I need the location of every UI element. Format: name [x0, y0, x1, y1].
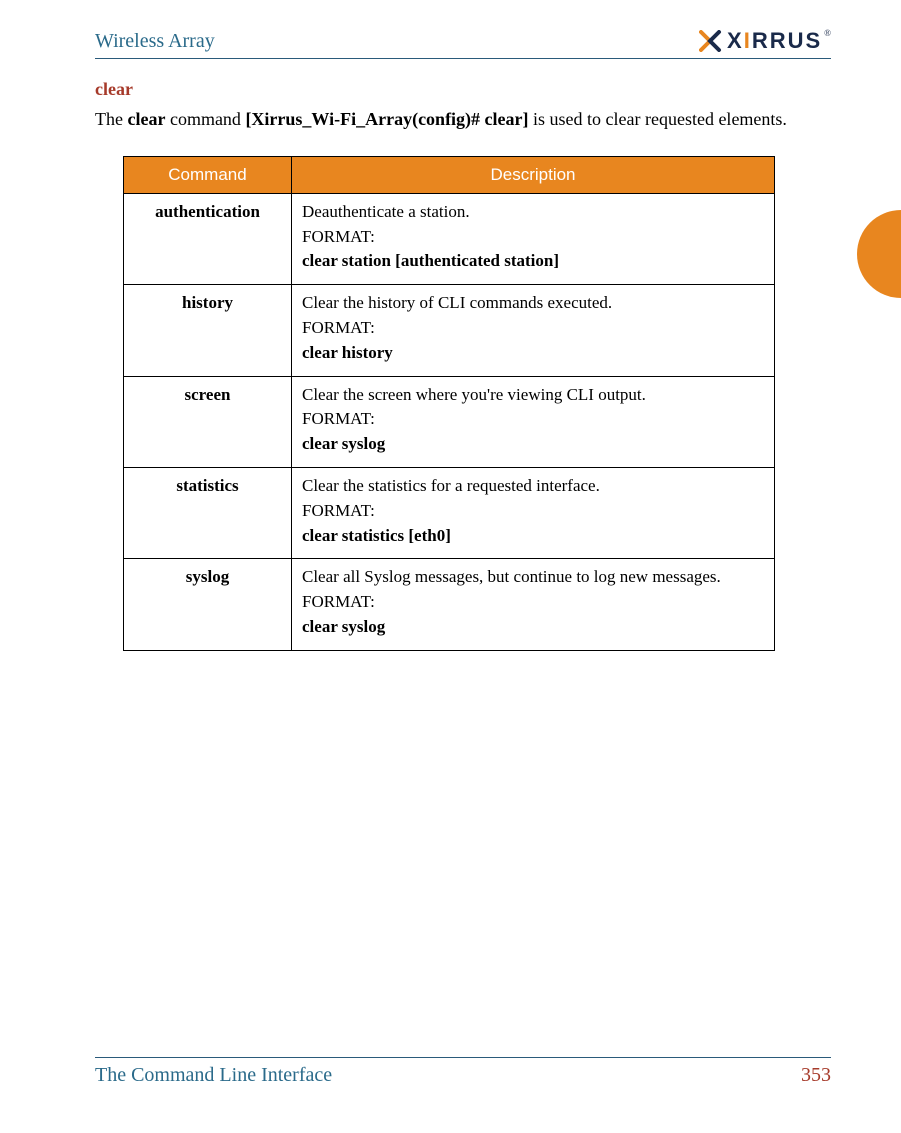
desc-text: Deauthenticate a station. [302, 200, 764, 224]
section-heading: clear [95, 79, 831, 100]
page-footer: The Command Line Interface 353 [95, 1057, 831, 1087]
table-row: history Clear the history of CLI command… [124, 285, 775, 376]
side-tab-icon [857, 210, 901, 298]
footer-section-title: The Command Line Interface [95, 1064, 332, 1087]
table-row: statistics Clear the statistics for a re… [124, 468, 775, 559]
format-cmd: clear syslog [302, 615, 764, 639]
command-table: Command Description authentication Deaut… [123, 156, 775, 651]
col-header-command: Command [124, 156, 292, 193]
header-title: Wireless Array [95, 30, 215, 53]
desc-cell: Clear the screen where you're viewing CL… [292, 376, 775, 467]
logo-mark-icon [699, 30, 725, 52]
cmd-cell: authentication [124, 193, 292, 284]
desc-text: Clear the history of CLI commands execut… [302, 291, 764, 315]
desc-cell: Clear all Syslog messages, but continue … [292, 559, 775, 650]
cmd-cell: screen [124, 376, 292, 467]
logo-text-i: I [744, 28, 752, 53]
format-cmd: clear syslog [302, 432, 764, 456]
format-label: FORMAT: [302, 499, 764, 523]
page-header: Wireless Array XIRRUS® [95, 28, 831, 59]
format-label: FORMAT: [302, 316, 764, 340]
desc-text: Clear the screen where you're viewing CL… [302, 383, 764, 407]
col-header-description: Description [292, 156, 775, 193]
desc-cell: Deauthenticate a station. FORMAT: clear … [292, 193, 775, 284]
intro-cmd-name: clear [127, 109, 165, 129]
format-label: FORMAT: [302, 225, 764, 249]
logo-text-post: RRUS [752, 28, 822, 53]
logo-text-pre: X [727, 28, 744, 53]
format-cmd: clear statistics [eth0] [302, 524, 764, 548]
intro-text: is used to clear requested elements. [529, 109, 787, 129]
logo-registered: ® [824, 28, 831, 38]
cmd-cell: statistics [124, 468, 292, 559]
logo-text: XIRRUS [727, 28, 822, 54]
intro-paragraph: The clear command [Xirrus_Wi-Fi_Array(co… [95, 106, 831, 134]
footer-page-number: 353 [801, 1064, 831, 1087]
format-label: FORMAT: [302, 590, 764, 614]
format-cmd: clear station [authenticated station] [302, 249, 764, 273]
table-row: syslog Clear all Syslog messages, but co… [124, 559, 775, 650]
desc-cell: Clear the statistics for a requested int… [292, 468, 775, 559]
desc-cell: Clear the history of CLI commands execut… [292, 285, 775, 376]
table-header-row: Command Description [124, 156, 775, 193]
cmd-cell: syslog [124, 559, 292, 650]
table-row: authentication Deauthenticate a station.… [124, 193, 775, 284]
format-cmd: clear history [302, 341, 764, 365]
intro-cmd-syntax: [Xirrus_Wi-Fi_Array(config)# clear] [245, 109, 528, 129]
cmd-cell: history [124, 285, 292, 376]
brand-logo: XIRRUS® [699, 28, 831, 54]
intro-text: The [95, 109, 127, 129]
desc-text: Clear the statistics for a requested int… [302, 474, 764, 498]
desc-text: Clear all Syslog messages, but continue … [302, 565, 764, 589]
intro-text: command [165, 109, 245, 129]
table-row: screen Clear the screen where you're vie… [124, 376, 775, 467]
format-label: FORMAT: [302, 407, 764, 431]
